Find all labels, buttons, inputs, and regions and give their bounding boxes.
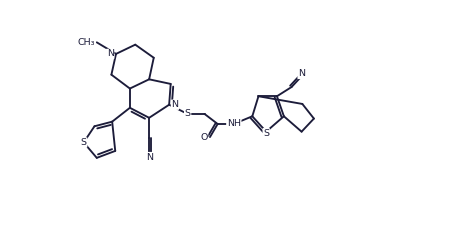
Text: N: N <box>146 153 153 161</box>
Text: NH: NH <box>227 119 241 128</box>
Text: N: N <box>171 100 178 109</box>
Text: N: N <box>106 49 114 58</box>
Text: S: S <box>263 129 269 138</box>
Text: S: S <box>81 138 87 147</box>
Text: N: N <box>298 70 305 78</box>
Text: S: S <box>185 109 191 119</box>
Text: CH₃: CH₃ <box>78 38 95 47</box>
Text: O: O <box>200 133 207 142</box>
